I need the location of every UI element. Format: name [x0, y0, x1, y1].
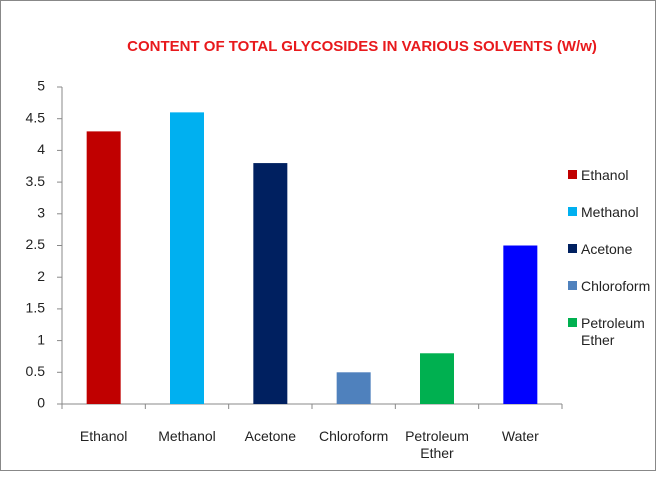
- y-tick-label: 0: [37, 395, 45, 411]
- x-tick-label: Water: [501, 428, 539, 444]
- y-tick-label: 0.5: [26, 363, 46, 379]
- y-tick-label: 1: [37, 331, 45, 347]
- y-tick-label: 3: [37, 205, 45, 221]
- legend-label: Chloroform: [581, 278, 651, 294]
- x-tick-label: Methanol: [158, 428, 216, 444]
- bar: [253, 163, 288, 404]
- bar: [336, 372, 371, 404]
- y-tick-label: 3.5: [26, 173, 46, 189]
- y-tick-label: 2: [37, 268, 45, 284]
- y-tick-label: 2.5: [26, 236, 46, 252]
- chart-title: CONTENT OF TOTAL GLYCOSIDES IN VARIOUS S…: [127, 38, 597, 55]
- legend-swatch: [568, 281, 577, 290]
- x-tick-label: Chloroform: [319, 428, 389, 444]
- x-tick-label: Acetone: [244, 428, 296, 444]
- legend-label: Petroleum Ether: [581, 315, 645, 348]
- legend-swatch: [568, 170, 577, 179]
- y-tick-label: 4.5: [26, 109, 46, 125]
- legend-swatch: [568, 318, 577, 327]
- bar: [86, 131, 121, 404]
- legend-swatch: [568, 207, 577, 216]
- bar: [420, 353, 454, 404]
- legend-swatch: [568, 244, 577, 253]
- bar: [170, 112, 204, 405]
- x-tick-label: Ethanol: [79, 428, 128, 444]
- y-tick-label: 1.5: [26, 300, 46, 316]
- x-tick-label: Petroleum Ether: [405, 428, 469, 461]
- y-tick-label: 5: [37, 78, 45, 94]
- y-tick-label: 4: [37, 141, 45, 157]
- legend-label: Ethanol: [581, 167, 629, 183]
- legend-label: Acetone: [581, 241, 633, 257]
- legend-label: Methanol: [581, 204, 639, 220]
- bar: [503, 245, 538, 404]
